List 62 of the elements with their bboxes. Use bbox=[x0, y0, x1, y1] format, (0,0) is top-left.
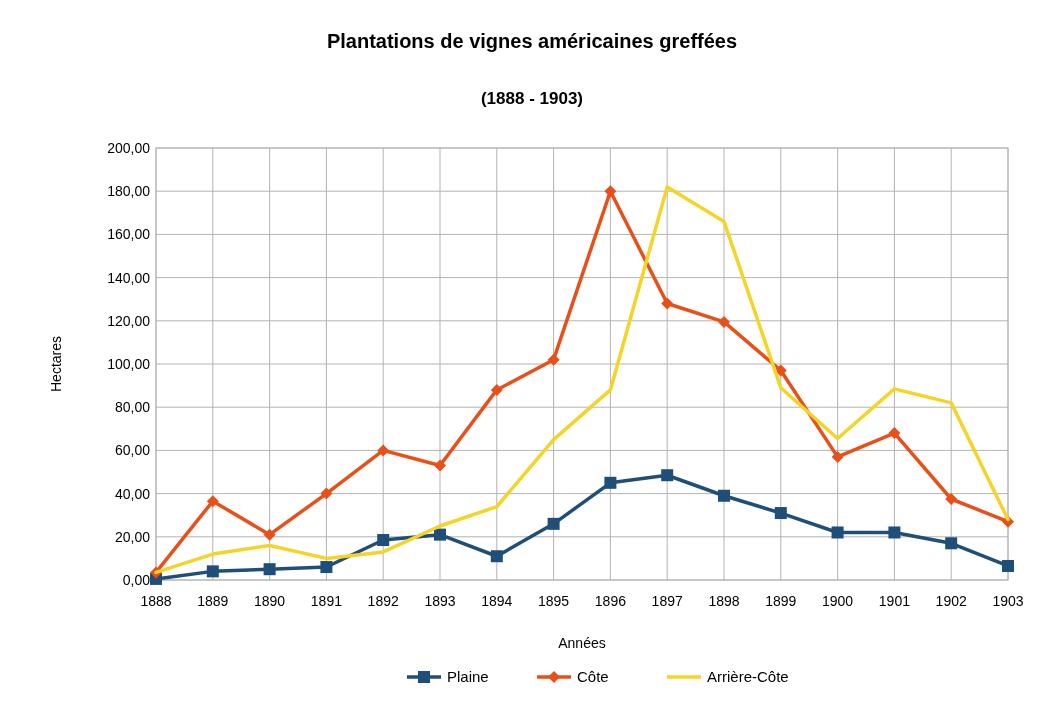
y-tick-label: 0,00 bbox=[122, 571, 151, 588]
y-tick-label: 180,00 bbox=[107, 183, 151, 200]
point bbox=[604, 185, 617, 198]
y-axis-title: Hectares bbox=[48, 335, 64, 393]
point bbox=[320, 487, 333, 500]
y-tick-label: 40,00 bbox=[114, 485, 151, 502]
x-tick-label: 1892 bbox=[367, 593, 399, 609]
y-tick-label: 100,00 bbox=[107, 355, 151, 372]
point bbox=[661, 469, 674, 482]
point bbox=[490, 550, 503, 563]
x-tick-label: 1896 bbox=[594, 593, 627, 609]
x-axis-title: Années bbox=[558, 635, 606, 651]
point bbox=[774, 507, 787, 520]
point bbox=[320, 561, 333, 574]
point bbox=[263, 528, 276, 541]
chart-title: Plantations de vignes américaines greffées bbox=[326, 30, 738, 52]
point bbox=[547, 517, 560, 530]
point bbox=[831, 526, 844, 539]
point bbox=[718, 315, 730, 328]
point bbox=[661, 297, 674, 310]
y-tick-label: 120,00 bbox=[107, 312, 151, 329]
legend-label: Côte bbox=[577, 668, 609, 686]
y-tick-label: 60,00 bbox=[114, 442, 151, 459]
point bbox=[377, 534, 390, 547]
point bbox=[377, 444, 390, 457]
point bbox=[547, 353, 560, 366]
point bbox=[888, 427, 901, 440]
point bbox=[604, 476, 617, 489]
y-tick-label: 80,00 bbox=[114, 399, 151, 416]
y-tick-label: 200,00 bbox=[107, 139, 151, 156]
point bbox=[945, 493, 958, 505]
x-tick-label: 1894 bbox=[481, 593, 513, 609]
chart-subtitle: (1888 - 1903) bbox=[480, 89, 584, 108]
point bbox=[1002, 559, 1014, 572]
x-tick-label: 1903 bbox=[992, 593, 1024, 609]
x-tick-label: 1901 bbox=[878, 593, 911, 609]
x-tick-label: 1888 bbox=[140, 593, 172, 609]
x-tick-label: 1895 bbox=[538, 593, 570, 609]
point bbox=[434, 459, 446, 472]
x-tick-label: 1891 bbox=[310, 593, 343, 609]
x-tick-label: 1893 bbox=[424, 593, 456, 609]
y-tick-label: 20,00 bbox=[114, 528, 151, 545]
y-tick-label: 160,00 bbox=[107, 226, 151, 243]
x-tick-label: 1898 bbox=[708, 593, 740, 609]
point bbox=[490, 383, 503, 396]
point bbox=[434, 528, 446, 541]
x-tick-label: 1889 bbox=[197, 593, 229, 609]
y-tick-label: 140,00 bbox=[107, 269, 151, 286]
point bbox=[718, 489, 730, 502]
x-tick-label: 1897 bbox=[651, 593, 683, 609]
point bbox=[945, 537, 958, 550]
point bbox=[263, 563, 276, 576]
point bbox=[206, 495, 219, 508]
legend-label: Arrière-Côte bbox=[707, 668, 789, 686]
point bbox=[831, 450, 844, 463]
point bbox=[206, 565, 219, 578]
x-tick-label: 1902 bbox=[935, 593, 967, 609]
x-tick-label: 1899 bbox=[765, 593, 797, 609]
point bbox=[888, 526, 901, 539]
legend-label: Plaine bbox=[447, 668, 489, 686]
x-tick-label: 1900 bbox=[822, 593, 854, 609]
x-tick-label: 1890 bbox=[254, 593, 286, 609]
